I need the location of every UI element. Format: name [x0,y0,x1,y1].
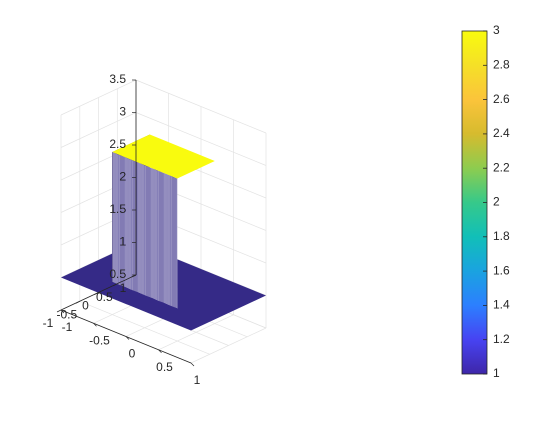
y-tick-label: 0 [82,299,89,313]
colorbar-tick-label: 1.2 [493,332,510,346]
z-tick-label: 3.5 [109,72,126,86]
surface-plot [61,134,266,331]
y-tick-label: -0.5 [56,307,77,321]
colorbar-tick-label: 2.2 [493,160,510,174]
colorbar-tick-label: 2.8 [493,57,510,71]
colorbar-tick-label: 2.4 [493,126,510,140]
sidewall-gridline-z [60,112,137,148]
y-tick-label: -1 [43,316,54,330]
y-tick-label: 1 [120,281,127,295]
x-tick-label: 0 [129,347,136,361]
x-tick-mark [190,362,195,367]
z-tick-label: 1 [119,235,126,249]
colorbar-tick-label: 1.4 [493,298,510,312]
z-tick-label: 2 [119,170,126,184]
sidewall-gridline-z [60,79,137,116]
z-tick-label: 1.5 [109,202,126,216]
x-tick-mark [60,309,65,314]
colorbar-tick-label: 2 [493,195,500,209]
x-tick-label: -1 [62,320,73,334]
colorbar-tick-label: 1.6 [493,263,510,277]
colorbar-scale [461,30,488,375]
colorbar: 1 1.2 1.4 1.6 1.8 2 2.2 2.4 2.6 2.8 3 [461,23,510,380]
surface-front-wall-mesh [112,152,178,309]
y-tick-label: 0.5 [96,290,113,304]
z-tick-label: 3 [119,105,126,119]
y-tick-mark [113,283,118,287]
colorbar-tick-label: 1.8 [493,229,510,243]
x-tick-mark [158,349,162,354]
x-tick-mark [93,323,97,327]
colorbar-tick-label: 2.6 [493,92,510,106]
x-tick-label: 1 [194,373,201,387]
z-tick-label: 2.5 [109,137,126,151]
y-tick-mark [56,309,62,313]
floor-gridline-y [79,300,210,355]
backwall-gridline-z [135,112,267,166]
z-tick-label: 0.5 [109,267,126,281]
x-tick-label: 0.5 [156,360,173,374]
colorbar-tick-label: 1 [493,366,500,380]
colorbar-tick-label: 3 [493,23,500,37]
backwall-gridline-z [135,79,267,134]
x-tick-mark [125,336,130,340]
y-tick-mark [94,292,99,295]
axis-ticks: -1-0.500.51-1-0.500.510.511.522.533.5 [43,72,201,387]
surface-plateau-top [112,134,215,179]
y-tick-mark [75,300,80,304]
x-tick-label: -0.5 [89,333,110,347]
